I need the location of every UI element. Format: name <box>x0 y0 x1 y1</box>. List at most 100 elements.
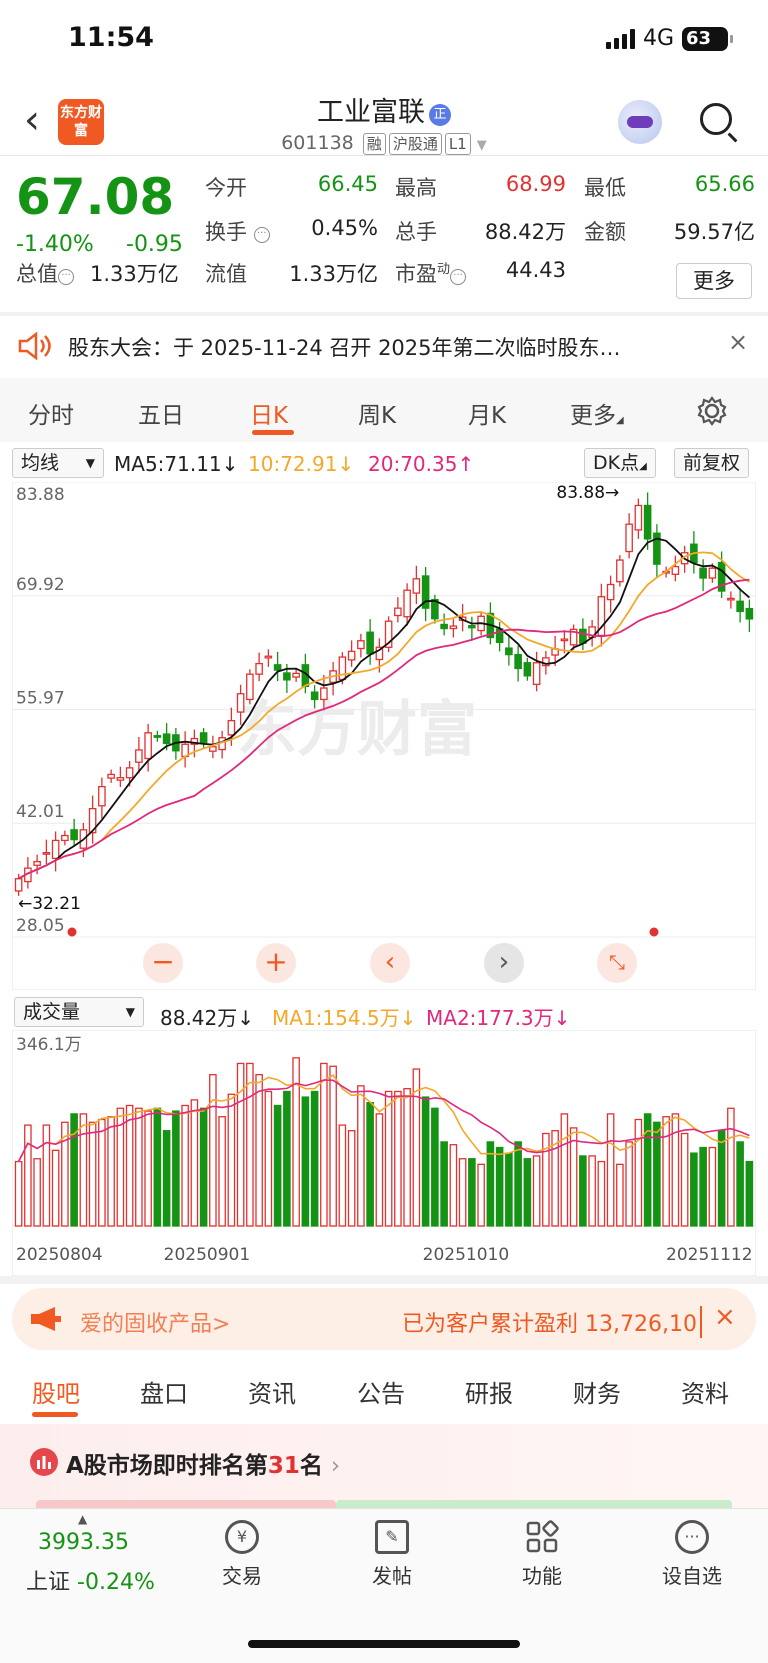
candle-body <box>671 565 680 575</box>
volume-bar <box>88 1121 97 1227</box>
zoom-out-button[interactable]: − <box>143 943 183 983</box>
tag-connect: 沪股通 <box>388 133 442 155</box>
tab-daily-k[interactable]: 日K <box>250 403 289 429</box>
stock-subtitle[interactable]: 601138 融沪股通 L1 ▼ <box>0 132 768 155</box>
volume-bar <box>616 1163 624 1227</box>
volume-bar <box>653 1121 661 1227</box>
candle-body <box>412 578 421 594</box>
promo-right-text[interactable]: 已为客户累计盈利 13,726,10 <box>402 1306 702 1338</box>
section-tab-news[interactable]: 资讯 <box>248 1380 296 1408</box>
more-button[interactable]: 更多 <box>676 263 752 299</box>
volume-bar <box>42 1124 51 1227</box>
adjust-button[interactable]: 前复权 <box>674 448 750 478</box>
max-price-marker: 83.88→ <box>556 483 619 503</box>
assistant-robot-icon[interactable] <box>618 100 662 144</box>
candle-body <box>338 656 347 681</box>
volume-chart[interactable]: 346.1万 20250804 20250901 20251010 20251112 <box>12 1030 756 1276</box>
eastmoney-logo[interactable]: 东方财富 <box>58 99 104 145</box>
zoom-in-button[interactable]: + <box>256 943 296 983</box>
min-price-marker: ←32.21 <box>18 894 81 914</box>
volume-bar <box>246 1062 254 1227</box>
candle-body <box>727 597 735 601</box>
high-label: 最高 <box>395 176 437 200</box>
tab-more[interactable]: 更多◢ <box>570 403 624 429</box>
volume-value-label: 88.42万↓ <box>160 1006 255 1030</box>
info-dots-icon[interactable]: ··· <box>253 227 270 243</box>
candle-body <box>283 672 291 681</box>
candle-body <box>505 647 513 656</box>
volume-label: 总手 <box>395 220 437 244</box>
promo-left-text[interactable]: 爱的固收产品> <box>80 1312 231 1337</box>
candle-body <box>246 673 254 701</box>
candle-body <box>403 589 411 618</box>
info-dots-icon[interactable]: ··· <box>58 269 74 285</box>
change-amount: -0.95 <box>126 232 183 257</box>
ma20-line <box>18 578 750 880</box>
section-tab-finance[interactable]: 财务 <box>573 1380 621 1408</box>
settings-gear-icon[interactable] <box>697 396 727 426</box>
candle-body <box>320 687 328 701</box>
volume-bar <box>33 1158 41 1227</box>
section-tab-pankou[interactable]: 盘口 <box>140 1380 188 1408</box>
dk-point-button[interactable]: DK点◢ <box>584 448 656 478</box>
volume-bar <box>606 1113 615 1227</box>
section-tab-guba[interactable]: 股吧 <box>32 1380 80 1408</box>
volume-bar <box>153 1107 162 1227</box>
stock-title: 工业富联正 <box>0 90 768 129</box>
ma5-line <box>18 537 750 880</box>
tab-monthly-k[interactable]: 月K <box>468 403 507 429</box>
edit-post-icon: ✎ <box>375 1520 409 1554</box>
volume-indicator-select[interactable]: 成交量 ▼ <box>14 997 144 1027</box>
section-tab-announcements[interactable]: 公告 <box>357 1380 405 1408</box>
volume-value: 88.42万 <box>484 220 566 244</box>
fullscreen-button[interactable]: ⤡ <box>597 943 637 983</box>
tab-five-day[interactable]: 五日 <box>138 403 184 429</box>
close-icon[interactable]: × <box>728 328 749 356</box>
candle-body <box>625 523 633 553</box>
volume-bar <box>116 1107 125 1227</box>
caret-up-icon: ▲ <box>78 1512 88 1526</box>
candle-body <box>190 737 199 745</box>
index-value[interactable]: 3993.35 <box>38 1530 129 1555</box>
scroll-right-button[interactable]: › <box>484 943 524 983</box>
nav-add-watchlist[interactable]: ··· 设自选 <box>642 1520 742 1589</box>
volume-ma2: MA2:177.3万↓ <box>426 1006 571 1030</box>
volume-bar <box>523 1158 532 1227</box>
volume-bar <box>283 1090 291 1227</box>
rank-card[interactable] <box>0 1424 768 1508</box>
close-icon[interactable]: × <box>714 1302 736 1332</box>
candle-body <box>88 807 97 834</box>
ma5-value: MA5:71.11↓ <box>114 452 239 476</box>
candle-body <box>162 733 171 745</box>
ma20-value: 20:70.35↑ <box>368 452 475 476</box>
candle-body <box>569 628 578 646</box>
search-icon[interactable] <box>700 103 732 135</box>
volume-bar <box>61 1121 69 1227</box>
x-date-label: 20250804 <box>16 1245 103 1265</box>
more-dots-icon: ··· <box>675 1520 709 1554</box>
notice-text[interactable]: 股东大会：于 2025-11-24 召开 2025年第二次临时股东… <box>68 336 621 360</box>
candlestick-chart[interactable]: 东方财富 83.88 69.92 55.97 42.01 28.05 83.88→ ←32.… <box>12 482 756 990</box>
nav-function[interactable]: 功能 <box>492 1520 592 1589</box>
candle-body <box>310 691 319 701</box>
candle-body <box>135 749 143 763</box>
candle-body <box>116 777 125 781</box>
indicator-select[interactable]: 均线 ▼ <box>12 448 104 478</box>
index-summary[interactable]: 上证 -0.24% <box>26 1570 155 1595</box>
tab-intraday[interactable]: 分时 <box>28 403 74 429</box>
candle-body <box>606 583 615 601</box>
section-tab-research[interactable]: 研报 <box>465 1380 513 1408</box>
info-dots-icon[interactable]: ··· <box>450 269 467 285</box>
nav-trade[interactable]: ¥ 交易 <box>192 1520 292 1589</box>
bottom-navigation <box>0 1508 768 1663</box>
caret-icon: ◢ <box>616 415 624 426</box>
section-tab-profile[interactable]: 资料 <box>681 1380 729 1408</box>
volume-bar <box>347 1130 356 1227</box>
promo-banner[interactable] <box>12 1288 756 1350</box>
tab-weekly-k[interactable]: 周K <box>358 403 397 429</box>
back-icon[interactable]: ‹ <box>24 97 40 143</box>
scroll-left-button[interactable]: ‹ <box>370 943 410 983</box>
nav-post[interactable]: ✎ 发帖 <box>342 1520 442 1589</box>
y-tick-label: 83.88 <box>16 485 65 505</box>
x-date-label: 20251112 <box>666 1245 753 1265</box>
